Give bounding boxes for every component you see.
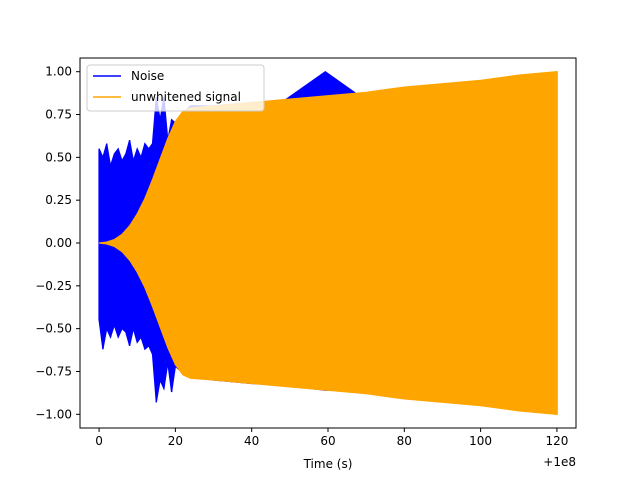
y-tick-label: 0.75 bbox=[45, 108, 72, 122]
x-tick-label: 40 bbox=[244, 434, 259, 448]
x-tick-label: 20 bbox=[168, 434, 183, 448]
y-axis-ticks: −1.00 −0.75 −0.50 −0.25 0.00 0.25 0.50 0.75 1.00 bbox=[35, 65, 80, 421]
y-tick-label: −0.75 bbox=[35, 364, 72, 378]
x-axis-ticks: 0 20 40 60 80 100 120 bbox=[95, 428, 568, 448]
y-tick-label: −0.25 bbox=[35, 279, 72, 293]
y-tick-label: −1.00 bbox=[35, 407, 72, 421]
x-axis-label: Time (s) bbox=[303, 457, 353, 471]
legend: Noise unwhitened signal bbox=[86, 64, 265, 112]
x-tick-label: 80 bbox=[397, 434, 412, 448]
legend-label-signal: unwhitened signal bbox=[131, 90, 241, 104]
y-tick-label: −0.50 bbox=[35, 322, 72, 336]
series-layer bbox=[98, 70, 558, 416]
x-tick-label: 120 bbox=[545, 434, 568, 448]
x-tick-label: 100 bbox=[469, 434, 492, 448]
x-tick-label: 0 bbox=[95, 434, 103, 448]
legend-box bbox=[86, 64, 265, 112]
x-axis-offset-label: +1e8 bbox=[543, 455, 576, 469]
y-tick-label: 0.25 bbox=[45, 193, 72, 207]
y-tick-label: 1.00 bbox=[45, 65, 72, 79]
legend-label-noise: Noise bbox=[131, 69, 164, 83]
x-tick-label: 60 bbox=[320, 434, 335, 448]
y-tick-label: 0.00 bbox=[45, 236, 72, 250]
y-tick-label: 0.50 bbox=[45, 150, 72, 164]
